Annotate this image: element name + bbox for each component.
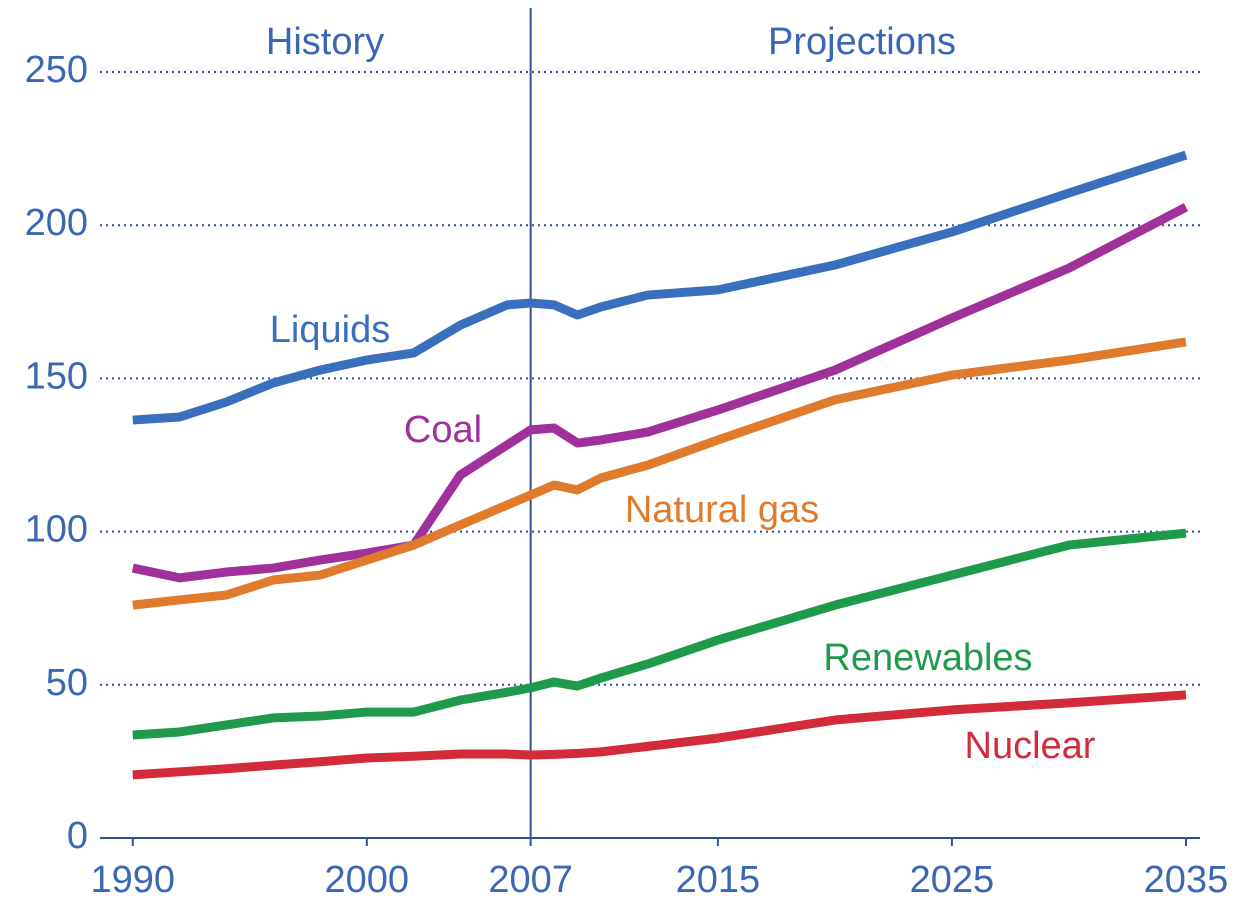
series-line [131,203,1189,583]
x-tick-label: 2035 [1144,859,1229,901]
series-label: Nuclear [965,725,1096,767]
annotation: Projections [768,21,956,63]
series-label: Natural gas [625,489,819,531]
x-tick-label: 2007 [488,859,573,901]
x-tick-label: 2000 [325,859,410,901]
y-tick-label: 50 [46,662,88,704]
y-tick-label: 200 [25,202,88,244]
series-line [132,337,1187,610]
annotation: History [266,21,384,63]
y-tick-label: 150 [25,355,88,397]
x-tick-label: 2015 [676,859,761,901]
y-tick-label: 100 [25,509,88,551]
series-label: Coal [404,409,482,451]
series-line [132,528,1187,740]
y-tick-label: 250 [25,49,88,91]
series-line [132,690,1187,780]
series-label: Liquids [270,309,390,351]
y-tick-label: 0 [67,815,88,857]
series-line [132,150,1188,425]
x-tick-label: 1990 [90,859,175,901]
series-label: Renewables [823,637,1032,679]
x-tick-label: 2025 [910,859,995,901]
